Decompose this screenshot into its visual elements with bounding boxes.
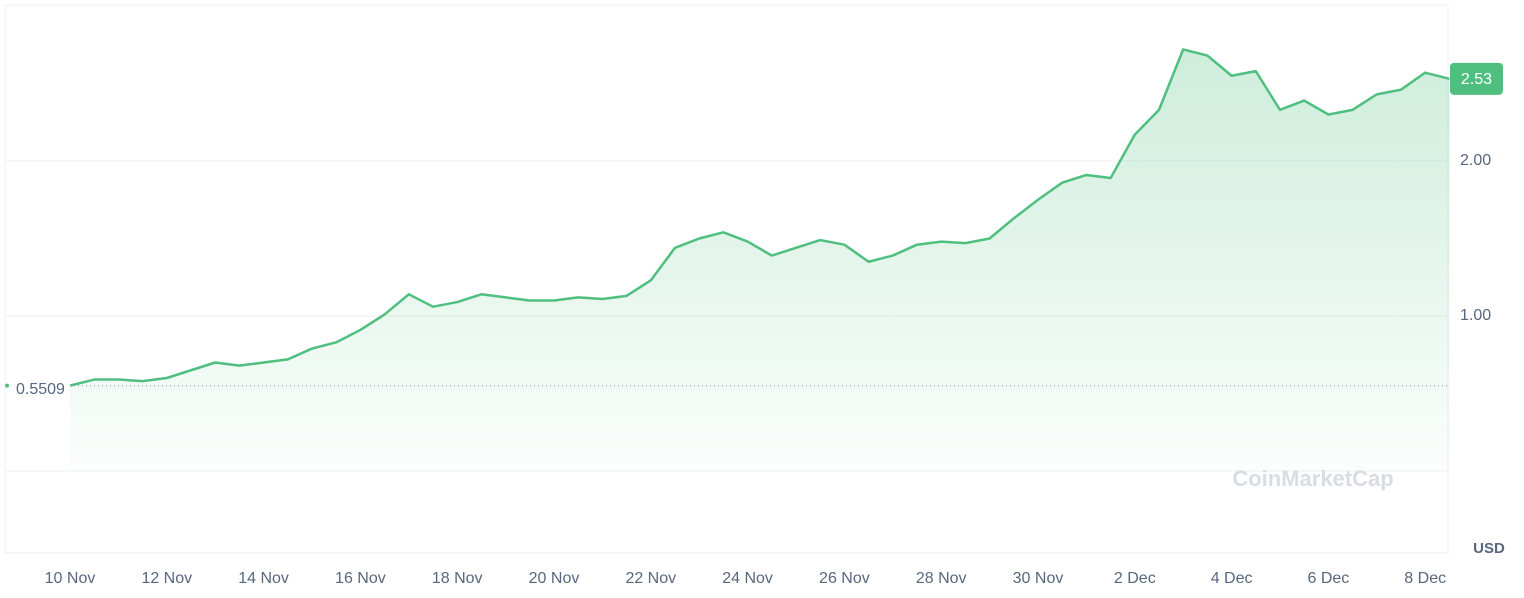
x-tick-label: 12 Nov bbox=[141, 570, 192, 587]
x-tick-label: 24 Nov bbox=[722, 570, 773, 587]
x-tick-label: 22 Nov bbox=[625, 570, 676, 587]
last-price-badge bbox=[1450, 62, 1503, 95]
x-tick-label: 30 Nov bbox=[1013, 570, 1064, 587]
x-tick-label: 18 Nov bbox=[432, 570, 483, 587]
x-tick-label: 16 Nov bbox=[335, 570, 386, 587]
y-tick-label: 2.00 bbox=[1460, 152, 1491, 169]
y-tick-label: 1.00 bbox=[1460, 307, 1491, 324]
currency-label: USD bbox=[1473, 540, 1505, 557]
x-tick-label: 2 Dec bbox=[1114, 570, 1156, 587]
area-fill bbox=[70, 49, 1450, 472]
last-price-label: 2.53 bbox=[1461, 71, 1492, 88]
x-tick-label: 10 Nov bbox=[45, 570, 96, 587]
open-marker bbox=[5, 383, 9, 388]
open-label: 0.5509 bbox=[16, 381, 65, 398]
x-tick-label: 4 Dec bbox=[1211, 570, 1253, 587]
x-tick-label: 14 Nov bbox=[238, 570, 289, 587]
x-tick-label: 8 Dec bbox=[1404, 570, 1446, 587]
x-tick-label: 6 Dec bbox=[1308, 570, 1350, 587]
x-tick-label: 26 Nov bbox=[819, 570, 870, 587]
price-line bbox=[69, 48, 1450, 387]
x-tick-label: 20 Nov bbox=[529, 570, 580, 587]
x-tick-label: 28 Nov bbox=[916, 570, 967, 587]
